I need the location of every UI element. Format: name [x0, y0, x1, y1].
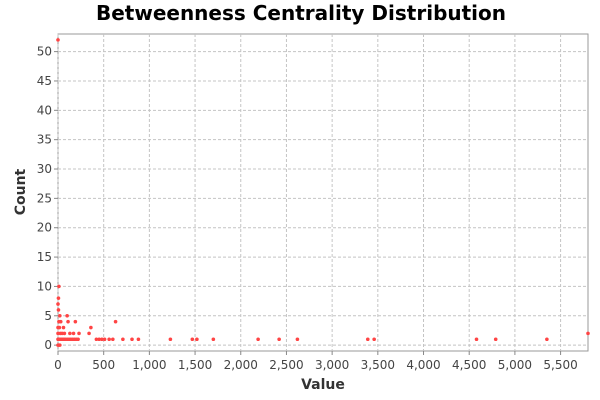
data-series	[56, 38, 590, 347]
chart-title: Betweenness Centrality Distribution	[96, 1, 506, 25]
data-point	[277, 337, 281, 342]
y-axis-label: Count	[13, 168, 29, 215]
y-tick-label: 50	[37, 45, 52, 59]
y-tick-label: 45	[37, 74, 52, 88]
x-tick-label: 3,500	[361, 358, 395, 372]
data-point	[372, 337, 376, 342]
data-point	[111, 337, 115, 342]
data-point	[107, 337, 111, 342]
data-point	[493, 337, 498, 342]
x-tick-label: 1,500	[178, 358, 212, 372]
x-tick-label: 4,500	[452, 358, 486, 372]
plot-area	[57, 33, 589, 352]
data-point	[61, 325, 66, 330]
y-tick-label: 20	[37, 221, 52, 235]
x-tick-label: 5,500	[543, 358, 577, 372]
data-point	[68, 331, 72, 336]
x-axis: 0 500 1,000 1,500 2,000 2,500 3,000 3,500 4,000 4…	[54, 351, 578, 372]
data-point	[58, 319, 63, 324]
data-point	[57, 284, 61, 289]
x-tick-label: 1,000	[132, 358, 166, 372]
data-point	[474, 337, 479, 342]
data-point	[113, 319, 118, 324]
data-point	[56, 38, 60, 42]
x-tick-label: 5,000	[498, 358, 532, 372]
data-point	[58, 343, 62, 347]
x-tick-label: 500	[92, 358, 115, 372]
data-point	[65, 313, 69, 318]
data-point	[87, 331, 91, 336]
data-point	[62, 331, 67, 336]
y-axis: 0 5 10 15 20 25 30 35 40 45 50	[37, 45, 58, 352]
data-point	[89, 325, 93, 330]
y-tick-label: 0	[44, 338, 52, 352]
data-point	[365, 337, 370, 342]
data-point	[76, 337, 80, 342]
data-point	[190, 337, 195, 342]
x-tick-label: 2,000	[224, 358, 258, 372]
data-point	[56, 308, 61, 312]
y-tick-label: 10	[37, 279, 52, 293]
y-tick-label: 25	[37, 191, 52, 205]
data-point	[100, 337, 104, 342]
x-tick-label: 3,000	[315, 358, 349, 372]
y-tick-label: 5	[44, 309, 52, 323]
data-point	[295, 337, 300, 342]
data-point	[71, 331, 76, 336]
data-point	[56, 296, 61, 300]
data-point	[77, 331, 81, 336]
data-point	[195, 337, 199, 342]
y-tick-label: 40	[37, 103, 52, 117]
data-point	[545, 337, 549, 342]
data-point	[58, 313, 62, 318]
data-point	[73, 319, 78, 324]
x-axis-label: Value	[301, 377, 345, 393]
data-point	[97, 337, 101, 342]
y-tick-label: 15	[37, 250, 52, 264]
y-tick-label: 30	[37, 162, 52, 176]
x-tick-label: 0	[54, 358, 62, 372]
data-point	[102, 337, 107, 342]
data-point	[56, 302, 60, 306]
data-point	[66, 319, 70, 324]
data-point	[256, 337, 260, 342]
data-point	[57, 325, 62, 330]
x-tick-label: 2,500	[269, 358, 303, 372]
data-point	[136, 337, 141, 342]
x-tick-label: 4,000	[406, 358, 440, 372]
data-point	[130, 337, 134, 342]
grid	[57, 34, 588, 351]
data-point	[586, 331, 590, 336]
data-point	[168, 337, 173, 342]
data-point	[94, 337, 99, 342]
data-point	[121, 337, 125, 342]
data-point	[211, 337, 216, 342]
y-tick-label: 35	[37, 133, 52, 147]
